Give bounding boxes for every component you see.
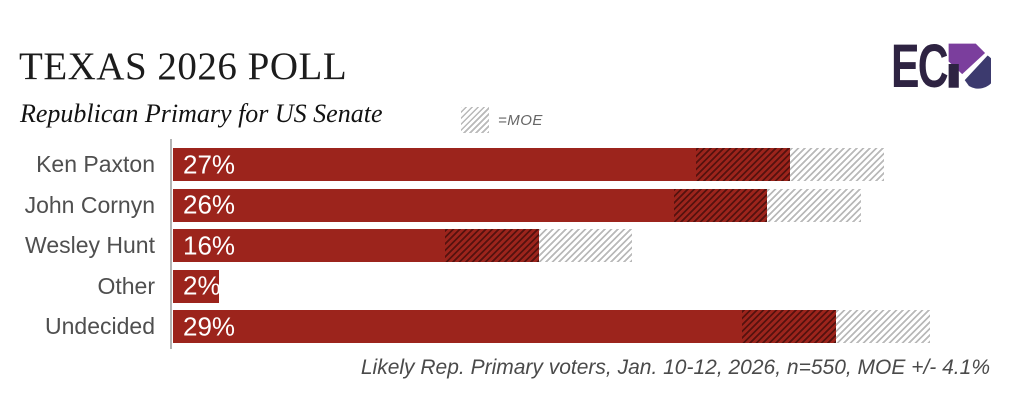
ecp-logo-p-stem (948, 64, 959, 88)
bar-segment-solid (173, 269, 219, 303)
moe-hatch-swatch-icon (461, 107, 489, 133)
bar-segment-solid (173, 310, 743, 343)
category-label: Ken Paxton (36, 151, 155, 177)
bar-track: 29% (173, 310, 973, 343)
page-subtitle: Republican Primary for US Senate (20, 99, 383, 128)
bar-segment-solid (173, 229, 445, 262)
bar-track: 2% (173, 269, 973, 303)
bar-row: Other 2% (0, 269, 973, 303)
methodology-footnote: Likely Rep. Primary voters, Jan. 10-12, … (360, 356, 990, 379)
category-label: John Cornyn (24, 191, 155, 218)
bar-value-label: 29% (183, 311, 236, 341)
category-label: Other (97, 272, 155, 299)
bar-segment-moe-upper (835, 310, 930, 343)
page-title: TEXAS 2026 POLL (19, 45, 348, 88)
bar-row: Ken Paxton 27% (0, 148, 973, 181)
category-label: Wesley Hunt (25, 232, 155, 258)
moe-legend: =MOE (461, 107, 543, 133)
bar-segment-moe-upper (767, 188, 861, 222)
bar-row: Wesley Hunt 16% (0, 229, 973, 262)
bar-value-label: 27% (183, 149, 236, 179)
ecp-logo: EC (891, 38, 991, 90)
bar-segment-moe-upper (790, 148, 884, 181)
chart-axis-line (170, 139, 172, 349)
bar-segment-moe-lower (696, 148, 791, 181)
bar-track: 26% (173, 188, 973, 222)
ecp-logo-letters: EC (891, 38, 948, 90)
bar-row: Undecided 29% (0, 310, 973, 343)
bar-segment-moe-lower (673, 188, 768, 222)
bar-track: 16% (173, 229, 973, 262)
bar-segment-moe-lower (445, 229, 539, 262)
ecp-logo-p-navy-shape (964, 55, 991, 89)
bar-value-label: 26% (183, 189, 236, 220)
bar-segment-solid (173, 148, 697, 181)
bar-chart: Ken Paxton 27% John Cornyn 26% Wesley Hunt 16… (0, 148, 973, 351)
bar-track: 27% (173, 148, 973, 181)
bar-segment-moe-upper (538, 229, 633, 262)
bar-value-label: 2% (183, 270, 221, 301)
bar-row: John Cornyn 26% (0, 188, 973, 222)
category-label: Undecided (45, 313, 155, 339)
moe-legend-label: =MOE (498, 111, 543, 129)
bar-segment-moe-lower (742, 310, 836, 343)
bar-value-label: 16% (183, 230, 236, 260)
bar-segment-solid (173, 188, 674, 222)
